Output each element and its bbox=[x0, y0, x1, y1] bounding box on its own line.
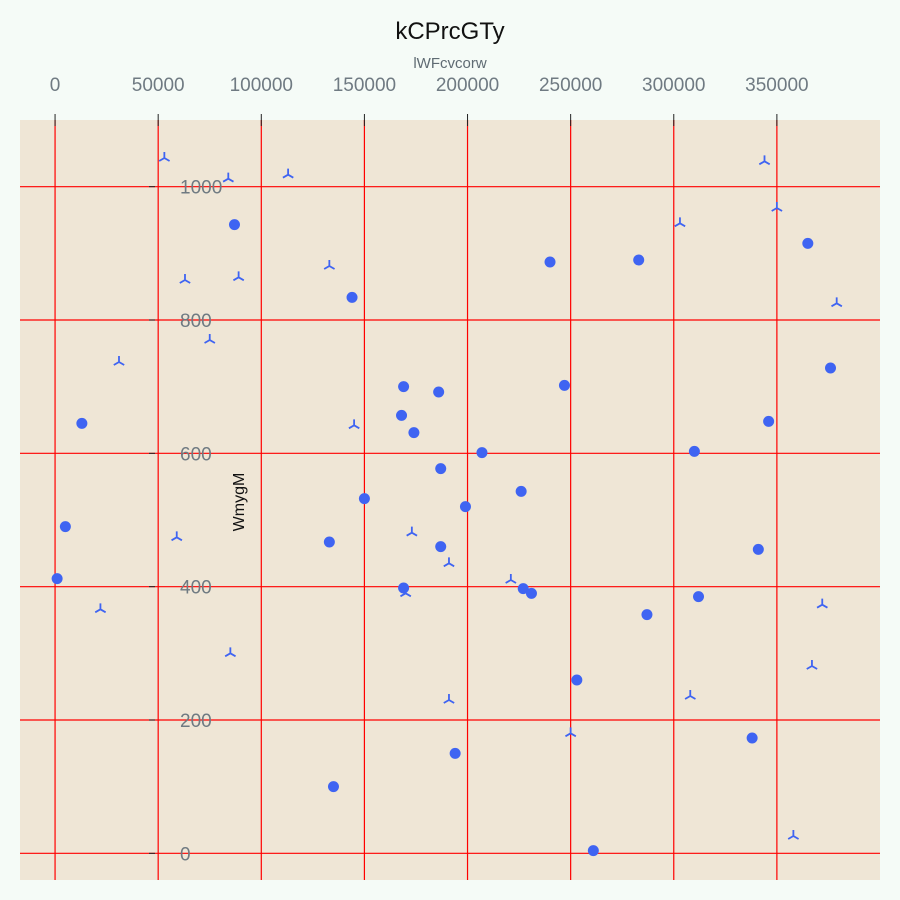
circle-data-point bbox=[346, 291, 358, 303]
tri-data-point bbox=[113, 356, 125, 366]
data-points bbox=[51, 152, 843, 857]
x-tick-label: 100000 bbox=[230, 75, 293, 96]
tri-data-point bbox=[831, 297, 843, 308]
circle-data-point bbox=[435, 541, 447, 553]
tri-data-point bbox=[232, 271, 245, 282]
x-tick-label: 0 bbox=[50, 75, 61, 96]
grid-lines bbox=[20, 120, 880, 880]
circle-data-point bbox=[802, 237, 814, 249]
chart-title: kCPrcGTy bbox=[395, 18, 504, 45]
x-tick-label: 300000 bbox=[642, 75, 705, 96]
tri-data-point bbox=[443, 557, 455, 568]
circle-data-point bbox=[358, 493, 370, 505]
y-tick-label: 200 bbox=[180, 711, 212, 732]
circle-data-point bbox=[525, 587, 537, 599]
circle-data-point bbox=[396, 409, 408, 421]
circle-data-point bbox=[693, 591, 705, 603]
circle-data-point bbox=[228, 219, 240, 231]
y-tick-label: 1000 bbox=[180, 178, 222, 199]
circle-data-point bbox=[76, 417, 88, 429]
tri-data-point bbox=[179, 274, 191, 284]
tri-data-point bbox=[758, 155, 771, 166]
circle-data-point bbox=[515, 485, 527, 497]
tri-data-point bbox=[400, 587, 412, 598]
circle-data-point bbox=[641, 609, 653, 621]
circle-data-point bbox=[323, 536, 335, 548]
tri-data-point bbox=[348, 419, 360, 430]
tri-data-point bbox=[816, 598, 828, 609]
y-tick-label: 400 bbox=[180, 578, 212, 599]
tri-data-point bbox=[323, 260, 336, 270]
tri-data-point bbox=[787, 830, 800, 840]
circle-data-point bbox=[51, 573, 63, 585]
circle-data-point bbox=[459, 501, 471, 513]
axis-ticks: 0 50000 100000 150000 200000 250000 300000 3500… bbox=[50, 75, 809, 865]
tri-data-point bbox=[94, 603, 107, 614]
circle-data-point bbox=[517, 583, 529, 595]
tri-data-point bbox=[564, 727, 577, 738]
circle-data-point bbox=[433, 386, 445, 398]
circle-data-point bbox=[59, 521, 71, 533]
circle-data-point bbox=[327, 781, 339, 793]
circle-data-point bbox=[398, 381, 410, 393]
tri-data-point bbox=[684, 690, 696, 700]
x-tick-label: 250000 bbox=[539, 75, 602, 96]
tri-data-point bbox=[674, 217, 686, 228]
circle-data-point bbox=[544, 256, 556, 268]
tri-data-point bbox=[224, 647, 237, 658]
plot-area bbox=[20, 120, 880, 880]
circle-data-point bbox=[408, 427, 420, 439]
x-tick-label: 150000 bbox=[333, 75, 396, 96]
circle-data-point bbox=[752, 543, 764, 555]
circle-data-point bbox=[476, 447, 488, 459]
tri-data-point bbox=[443, 694, 455, 704]
y-axis-label: WmygM bbox=[231, 473, 248, 532]
tri-data-point bbox=[282, 168, 294, 179]
tri-data-point bbox=[158, 152, 171, 162]
circle-data-point bbox=[558, 379, 570, 391]
tri-data-point bbox=[171, 531, 183, 542]
x-tick-label: 200000 bbox=[436, 75, 499, 96]
circle-data-point bbox=[435, 463, 447, 475]
tri-data-point bbox=[406, 526, 418, 537]
circle-data-point bbox=[763, 415, 775, 427]
tri-data-point bbox=[806, 660, 818, 670]
circle-data-point bbox=[398, 582, 410, 594]
tri-data-point bbox=[222, 172, 234, 183]
x-tick-label: 350000 bbox=[745, 75, 808, 96]
y-tick-label: 800 bbox=[180, 311, 212, 332]
x-tick-label: 50000 bbox=[132, 75, 185, 96]
tri-data-point bbox=[204, 334, 216, 344]
circle-data-point bbox=[571, 674, 583, 686]
tri-data-point bbox=[505, 574, 517, 584]
y-tick-label: 0 bbox=[180, 844, 191, 865]
circle-data-point bbox=[825, 362, 837, 374]
circle-data-point bbox=[688, 445, 700, 457]
circle-data-point bbox=[633, 254, 645, 266]
y-tick-label: 600 bbox=[180, 444, 212, 465]
tri-data-point bbox=[771, 202, 783, 212]
chart-subtitle: lWFcvcorw bbox=[413, 55, 486, 72]
circle-data-point bbox=[587, 845, 599, 857]
circle-data-point bbox=[746, 732, 758, 744]
circle-data-point bbox=[449, 747, 461, 759]
